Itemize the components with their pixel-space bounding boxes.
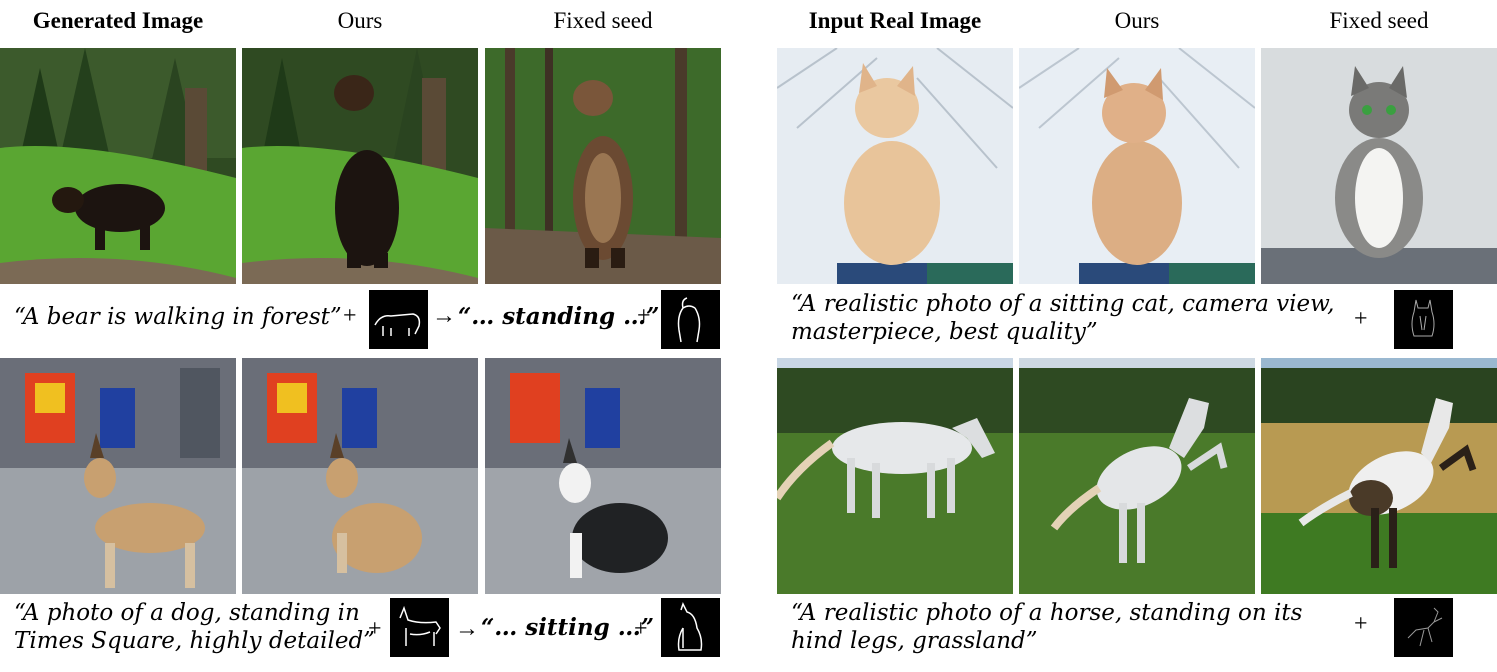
dog-edit-caption: “… sitting …”	[481, 614, 654, 641]
arrow-symbol: →	[455, 616, 479, 642]
plus-symbol: +	[637, 303, 651, 329]
header-ours-left: Ours	[337, 8, 383, 33]
horse-ours-image	[1019, 358, 1255, 594]
dog-ours-image	[242, 358, 478, 594]
header-generated-image: Generated Image	[32, 8, 204, 33]
cat-input-image	[777, 48, 1013, 284]
header-input-real-image: Input Real Image	[808, 8, 982, 33]
bear-edit-caption: “… standing …”	[458, 303, 660, 330]
horse-prompt-caption-line1: “A realistic photo of a horse, standing …	[791, 600, 1303, 626]
cat-fixed-seed-image	[1261, 48, 1497, 284]
header-fixed-seed-right: Fixed seed	[1329, 8, 1429, 33]
plus-symbol: +	[1354, 611, 1368, 637]
plus-symbol: +	[634, 616, 648, 642]
plus-symbol: +	[1354, 306, 1368, 332]
plus-symbol: +	[368, 616, 382, 642]
bear-generated-image	[0, 48, 236, 284]
horse-edge-map	[1394, 598, 1453, 657]
cat-prompt-caption-line2: masterpiece, best quality”	[791, 319, 1098, 345]
bear-ours-image	[242, 48, 478, 284]
cat-ours-image	[1019, 48, 1255, 284]
plus-symbol: +	[343, 303, 357, 329]
bear-walking-sketch	[369, 290, 428, 349]
cat-prompt-caption-line1: “A realistic photo of a sitting cat, cam…	[791, 291, 1335, 317]
bear-standing-sketch	[661, 290, 720, 349]
dog-prompt-caption-line2: Times Square, highly detailed”	[14, 628, 375, 654]
horse-input-image	[777, 358, 1013, 594]
arrow-symbol: →	[432, 303, 456, 329]
dog-generated-image	[0, 358, 236, 594]
dog-prompt-caption-line1: “A photo of a dog, standing in	[14, 600, 360, 626]
header-fixed-seed-left: Fixed seed	[553, 8, 653, 33]
dog-standing-sketch	[390, 598, 449, 657]
horse-prompt-caption-line2: hind legs, grassland”	[791, 628, 1038, 654]
bear-prompt-caption: “A bear is walking in forest”	[14, 304, 342, 330]
bear-fixed-seed-image	[485, 48, 721, 284]
horse-fixed-seed-image	[1261, 358, 1497, 594]
dog-fixed-seed-image	[485, 358, 721, 594]
header-ours-right: Ours	[1114, 8, 1160, 33]
cat-edge-map	[1394, 290, 1453, 349]
dog-sitting-sketch	[661, 598, 720, 657]
